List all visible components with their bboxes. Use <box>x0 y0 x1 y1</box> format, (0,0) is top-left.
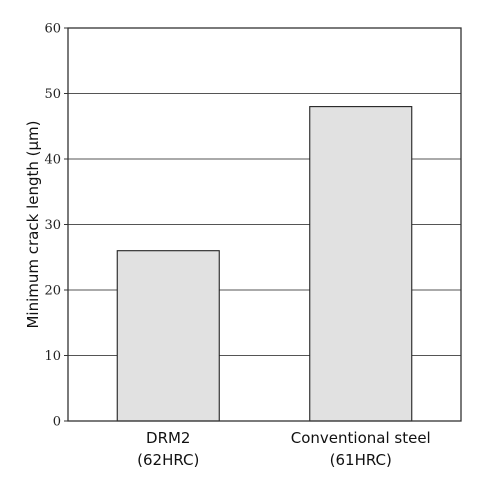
y-tick-label: 60 <box>44 22 61 37</box>
y-tick-label: 10 <box>44 349 61 364</box>
y-tick-label: 30 <box>44 218 61 233</box>
y-tick-label: 20 <box>44 284 61 299</box>
x-axis-categories: DRM2 (62HRC) Conventional steel (61HRC) <box>137 429 431 469</box>
y-axis-ticks: 0 10 20 30 40 50 60 <box>44 22 68 430</box>
y-tick-label: 40 <box>44 153 61 168</box>
y-tick-label: 0 <box>53 415 61 430</box>
x-category-label: DRM2 <box>146 429 190 447</box>
bar <box>309 106 413 422</box>
bar <box>116 250 220 422</box>
bars <box>116 106 413 422</box>
y-axis-title: Minimum crack length (μm) <box>24 120 42 328</box>
x-category-sublabel: (61HRC) <box>330 451 392 469</box>
y-tick-label: 50 <box>44 87 61 102</box>
x-category-sublabel: (62HRC) <box>137 451 199 469</box>
x-category-label: Conventional steel <box>291 429 431 447</box>
